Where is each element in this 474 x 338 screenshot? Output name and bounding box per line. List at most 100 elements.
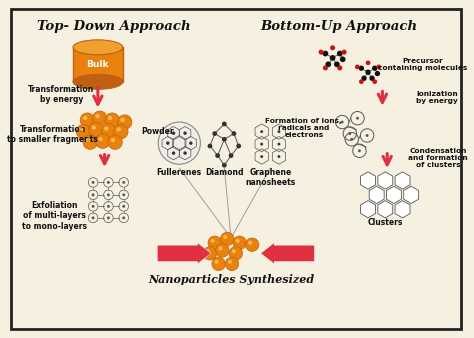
Circle shape (91, 125, 96, 130)
Circle shape (260, 143, 263, 146)
Polygon shape (404, 186, 419, 203)
Circle shape (341, 121, 344, 123)
Circle shape (95, 134, 110, 148)
Circle shape (348, 132, 351, 135)
Circle shape (232, 249, 236, 253)
Circle shape (228, 153, 233, 158)
Circle shape (223, 235, 227, 239)
Text: Condensation
and formation
of clusters: Condensation and formation of clusters (408, 148, 468, 168)
Circle shape (361, 76, 367, 81)
Circle shape (277, 155, 281, 158)
Circle shape (183, 131, 187, 135)
Circle shape (91, 181, 94, 184)
Circle shape (330, 55, 336, 61)
Polygon shape (361, 172, 375, 189)
Circle shape (208, 144, 212, 148)
Circle shape (122, 193, 125, 196)
Circle shape (212, 131, 217, 136)
Circle shape (117, 127, 121, 131)
Polygon shape (395, 201, 410, 218)
Circle shape (229, 247, 243, 260)
Text: Nanoparticles Synthesized: Nanoparticles Synthesized (148, 274, 314, 285)
Circle shape (166, 141, 170, 145)
Circle shape (246, 238, 259, 251)
Circle shape (369, 76, 375, 81)
Circle shape (111, 138, 115, 142)
Polygon shape (395, 172, 410, 189)
Circle shape (365, 70, 371, 75)
Circle shape (91, 193, 94, 196)
Circle shape (89, 123, 103, 137)
Circle shape (122, 216, 125, 219)
Text: Ionization
by energy: Ionization by energy (416, 91, 458, 104)
Circle shape (260, 130, 263, 133)
Circle shape (80, 113, 94, 127)
Text: Transformation
by energy: Transformation by energy (28, 84, 95, 104)
Circle shape (91, 216, 94, 219)
Circle shape (337, 51, 343, 56)
Circle shape (122, 205, 125, 208)
Circle shape (373, 79, 377, 84)
Circle shape (107, 216, 110, 219)
Circle shape (231, 131, 237, 136)
Polygon shape (378, 201, 393, 218)
Circle shape (216, 244, 229, 257)
Circle shape (76, 124, 91, 139)
Polygon shape (378, 172, 393, 189)
Circle shape (120, 118, 125, 122)
Circle shape (108, 116, 112, 120)
Circle shape (118, 115, 132, 129)
Circle shape (104, 126, 109, 131)
Text: Bottom-Up Approach: Bottom-Up Approach (261, 20, 418, 32)
Circle shape (323, 66, 328, 70)
Circle shape (358, 149, 361, 152)
Circle shape (337, 66, 342, 70)
Circle shape (189, 141, 192, 145)
Circle shape (233, 236, 246, 249)
Circle shape (236, 239, 240, 243)
Circle shape (340, 56, 346, 62)
Circle shape (228, 260, 232, 264)
Circle shape (92, 111, 107, 125)
FancyBboxPatch shape (73, 47, 123, 82)
Circle shape (350, 138, 353, 141)
Circle shape (319, 50, 324, 55)
Circle shape (158, 122, 201, 164)
Circle shape (172, 131, 175, 135)
Circle shape (183, 151, 187, 155)
Circle shape (215, 153, 220, 158)
Circle shape (372, 66, 377, 71)
Polygon shape (369, 186, 384, 203)
Circle shape (206, 249, 210, 253)
Circle shape (248, 241, 252, 245)
Circle shape (330, 45, 335, 50)
Circle shape (326, 62, 331, 67)
Circle shape (108, 135, 122, 149)
Text: Precursor
containing molecules: Precursor containing molecules (378, 58, 467, 71)
Circle shape (98, 137, 103, 141)
Circle shape (366, 61, 370, 65)
Text: Powder: Powder (141, 127, 173, 136)
Circle shape (355, 65, 360, 69)
Text: Exfoliation
of multi-layers
to mono-layers: Exfoliation of multi-layers to mono-laye… (22, 201, 87, 231)
Circle shape (95, 114, 100, 118)
Circle shape (215, 260, 219, 264)
Circle shape (105, 113, 119, 127)
Circle shape (220, 232, 234, 246)
Circle shape (101, 123, 116, 138)
Circle shape (107, 193, 110, 196)
Text: Bulk: Bulk (87, 60, 109, 69)
Circle shape (277, 130, 281, 133)
Circle shape (260, 155, 263, 158)
Circle shape (107, 181, 110, 184)
Circle shape (277, 143, 281, 146)
Circle shape (375, 71, 380, 76)
Text: Formation of ions,
radicals and
electrons: Formation of ions, radicals and electron… (265, 118, 342, 138)
Text: Transformation
to smaller fragments: Transformation to smaller fragments (8, 125, 98, 144)
Circle shape (342, 50, 346, 55)
Circle shape (222, 122, 227, 126)
Ellipse shape (73, 74, 123, 89)
Circle shape (356, 117, 359, 120)
Polygon shape (361, 201, 375, 218)
Text: Diamond: Diamond (205, 168, 244, 177)
